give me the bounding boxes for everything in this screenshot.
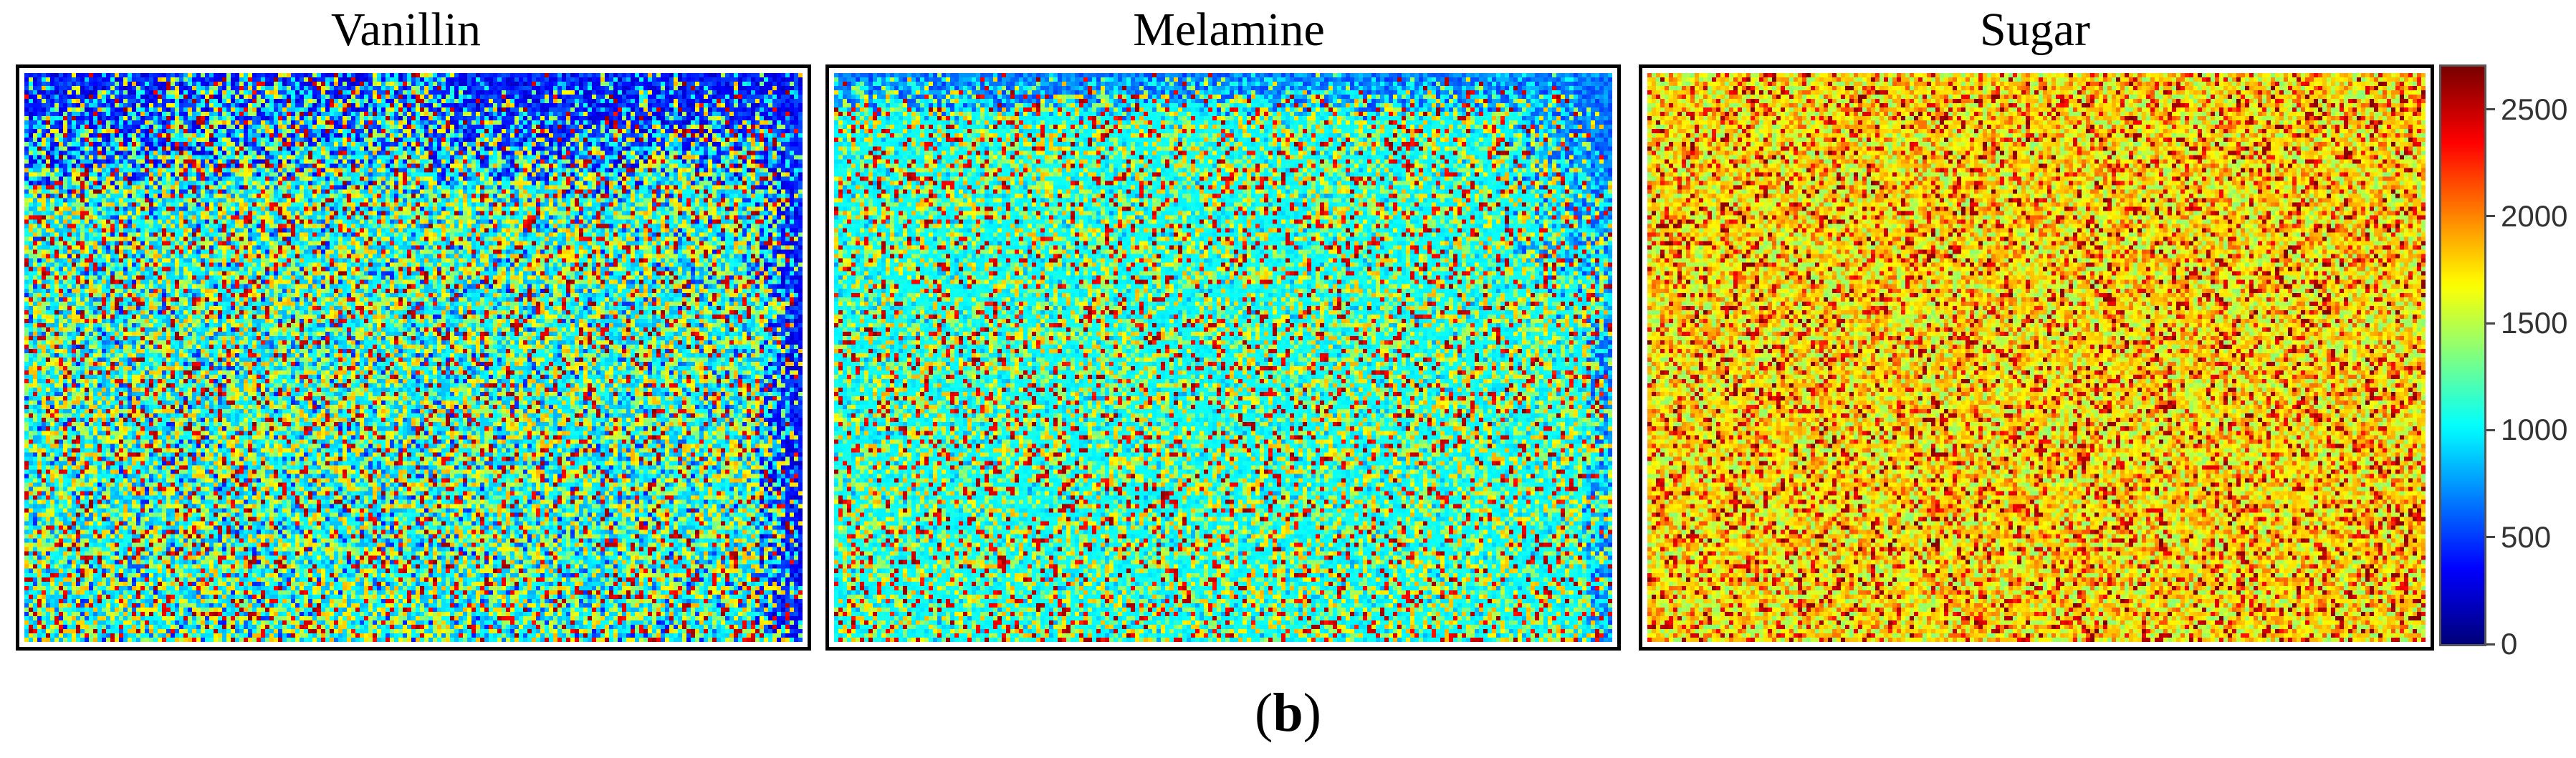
caption-letter: b — [1273, 683, 1303, 743]
colorbar-tick-label: 2000 — [2501, 198, 2568, 233]
panel-title-vanillin: Vanillin — [331, 4, 481, 56]
colorbar-tick-label: 1000 — [2501, 413, 2568, 447]
colorbar-tick-mark — [2486, 536, 2495, 539]
colorbar-tick-label: 1500 — [2501, 306, 2568, 340]
figure-caption: (b) — [0, 681, 2576, 745]
heatmap-panel-sugar — [1639, 64, 2434, 651]
colorbar-tick-label: 500 — [2501, 519, 2552, 554]
colorbar — [2439, 64, 2486, 646]
colorbar-gradient — [2441, 67, 2484, 644]
heatmap-melamine — [834, 73, 1612, 642]
panel-title-melamine: Melamine — [1133, 4, 1325, 56]
colorbar-tick-label: 2500 — [2501, 92, 2568, 126]
caption-close-paren: ) — [1303, 683, 1321, 743]
colorbar-tick-mark — [2486, 322, 2495, 325]
colorbar-tick-mark — [2486, 215, 2495, 218]
heatmap-panel-vanillin — [16, 64, 811, 651]
colorbar-tick-mark — [2486, 643, 2495, 646]
caption-open-paren: ( — [1255, 683, 1273, 743]
heatmap-vanillin — [24, 73, 803, 642]
heatmap-panel-melamine — [825, 64, 1621, 651]
heatmap-sugar — [1647, 73, 2426, 642]
colorbar-tick-mark — [2486, 428, 2495, 431]
colorbar-tick-label: 0 — [2501, 627, 2518, 661]
panel-title-sugar: Sugar — [1980, 4, 2090, 56]
colorbar-tick-mark — [2486, 108, 2495, 111]
